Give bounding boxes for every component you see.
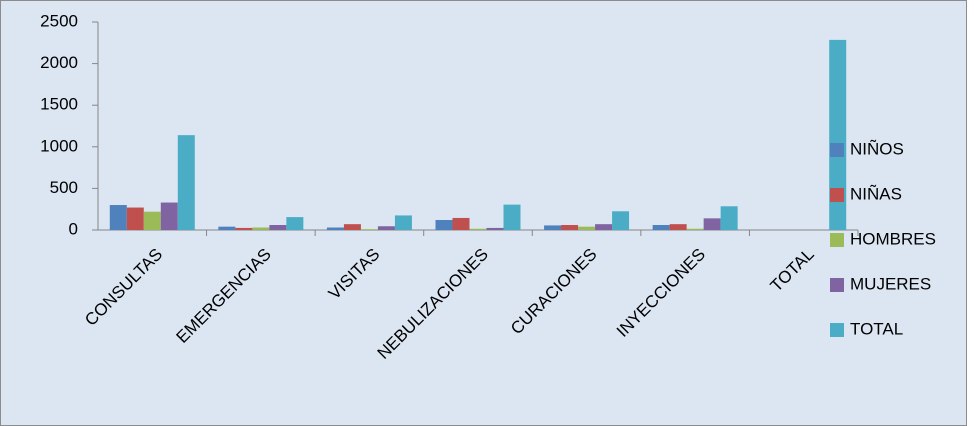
bar xyxy=(126,207,144,230)
bar xyxy=(703,218,721,230)
bar xyxy=(503,204,521,230)
legend-label: MUJERES xyxy=(850,274,931,293)
y-tick-label: 1000 xyxy=(40,136,78,155)
bar xyxy=(235,227,253,230)
bar xyxy=(720,206,738,230)
bar xyxy=(343,224,361,230)
bar xyxy=(435,220,453,230)
bar xyxy=(686,228,704,230)
legend-swatch xyxy=(830,323,844,337)
bar xyxy=(652,225,670,230)
legend-swatch xyxy=(830,278,844,292)
bar xyxy=(612,211,630,230)
bar xyxy=(486,227,504,230)
bar xyxy=(218,226,236,230)
bar xyxy=(829,39,847,230)
legend-swatch xyxy=(830,143,844,157)
y-tick-label: 2000 xyxy=(40,53,78,72)
y-tick-label: 1500 xyxy=(40,95,78,114)
y-tick-label: 500 xyxy=(50,178,78,197)
legend-label: NIÑAS xyxy=(850,184,902,203)
legend-swatch xyxy=(830,233,844,247)
bar xyxy=(286,217,304,230)
bar xyxy=(160,202,178,230)
bar xyxy=(377,226,395,230)
legend-swatch xyxy=(830,188,844,202)
bar xyxy=(109,205,127,230)
legend-label: TOTAL xyxy=(850,319,903,338)
bar xyxy=(561,225,579,230)
y-tick-label: 0 xyxy=(69,219,78,238)
bar xyxy=(143,211,161,230)
bar xyxy=(269,225,287,230)
bar xyxy=(252,227,270,230)
bar xyxy=(544,225,562,230)
bar xyxy=(469,228,487,230)
bar xyxy=(394,215,412,230)
y-tick-label: 2500 xyxy=(40,11,78,30)
bar xyxy=(595,224,613,230)
bar xyxy=(578,226,596,230)
bar xyxy=(177,135,195,230)
bar xyxy=(669,224,687,230)
legend-label: HOMBRES xyxy=(850,229,936,248)
bar xyxy=(360,229,378,230)
bar xyxy=(452,217,470,230)
bar xyxy=(326,227,344,230)
legend-label: NIÑOS xyxy=(850,139,904,158)
